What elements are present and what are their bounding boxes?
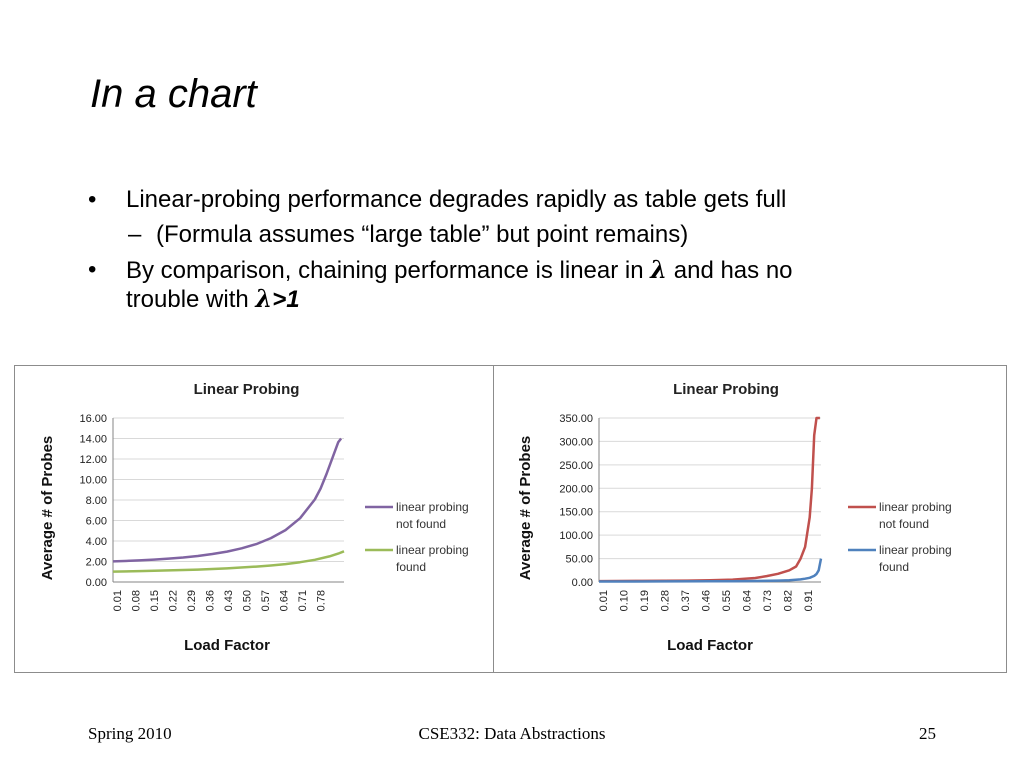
series-line [112, 437, 343, 563]
bullet-item: • By comparison, chaining performance is… [88, 254, 968, 316]
y-tick-label: 300.00 [559, 436, 593, 448]
x-tick-label: 0.71 [297, 590, 309, 611]
x-tick-label: 0.37 [680, 590, 692, 611]
bullet-text-tail: >1 [272, 286, 300, 314]
bullet-text-line2: trouble with [126, 286, 256, 314]
chart-right-svg: Linear Probing 0.00 50.00 100.00 150.00 200.0… [517, 381, 952, 654]
x-tick-label: 0.73 [762, 590, 774, 611]
chart-title: Linear Probing [194, 381, 300, 398]
x-tick-label: 0.91 [803, 590, 815, 611]
y-tick-label: 250.00 [559, 460, 593, 472]
y-tick-label: 16.00 [79, 413, 107, 425]
x-tick-label: 0.50 [242, 590, 254, 611]
bullet-list: • Linear-probing performance degrades ra… [88, 186, 968, 321]
chart-right: Linear Probing 0.00 50.00 100.00 150.00 200.0… [493, 365, 1007, 673]
chart-title: Linear Probing [673, 381, 779, 398]
bullet-text-mid: and has no [667, 256, 793, 284]
y-tick-label: 200.00 [559, 483, 593, 495]
x-tick-label: 0.82 [783, 590, 795, 611]
legend-label-line: found [879, 560, 909, 574]
legend-label-line: linear probing [396, 500, 469, 514]
y-tick-label: 350.00 [559, 413, 593, 425]
y-tick-label: 4.00 [86, 536, 107, 548]
y-tick-label: 50.00 [565, 554, 593, 566]
y-tick-label: 0.00 [86, 577, 107, 589]
x-tick-label: 0.15 [149, 590, 161, 611]
bullet-item: • Linear-probing performance degrades ra… [88, 186, 968, 215]
x-tick-label: 0.29 [186, 590, 198, 611]
legend-label: linear probing found [879, 543, 952, 574]
x-tick-label: 0.22 [168, 590, 180, 611]
x-tick-label: 0.43 [223, 590, 235, 611]
footer-page-number: 25 [919, 724, 936, 743]
x-tick-label: 0.28 [660, 590, 672, 611]
x-tick-label: 0.10 [619, 590, 631, 611]
sub-bullet-item: – (Formula assumes “large table” but poi… [88, 221, 968, 250]
legend-label-line: not found [879, 517, 929, 531]
series-line [598, 416, 820, 583]
x-tick-label: 0.55 [721, 590, 733, 611]
series-line [112, 550, 345, 573]
series-line [598, 558, 823, 583]
x-axis-label: Load Factor [184, 637, 270, 654]
y-axis-label: Average # of Probes [517, 436, 534, 581]
legend-label-line: linear probing [879, 500, 952, 514]
x-tick-label: 0.19 [639, 590, 651, 611]
bullet-text-pre: By comparison, chaining performance is l… [126, 256, 651, 284]
x-tick-label: 0.64 [742, 590, 754, 611]
y-tick-label: 100.00 [559, 530, 593, 542]
y-tick-label: 10.00 [79, 475, 107, 487]
x-tick-label: 0.01 [598, 590, 610, 611]
slide-title: In a chart [90, 72, 257, 116]
chart-left-svg: Linear Probing 0.00 2.00 4.00 6.00 8.00 10.00 1… [39, 381, 469, 654]
y-tick-label: 0.00 [572, 577, 593, 589]
bullet-glyph: • [88, 186, 97, 213]
legend-label: linear probing found [396, 543, 469, 574]
bullet-glyph: • [88, 255, 97, 283]
legend-label-line: found [396, 560, 426, 574]
x-tick-label: 0.36 [205, 590, 217, 611]
legend-label-line: linear probing [396, 543, 469, 557]
x-axis-label: Load Factor [667, 637, 753, 654]
y-tick-label: 14.00 [79, 434, 107, 446]
y-tick-label: 8.00 [86, 495, 107, 507]
x-tick-label: 0.01 [112, 590, 124, 611]
y-tick-label: 12.00 [79, 454, 107, 466]
legend-label-line: linear probing [879, 543, 952, 557]
dash-glyph: – [128, 220, 142, 248]
lambda-symbol: λ [255, 284, 273, 314]
legend-label-line: not found [396, 517, 446, 531]
x-tick-label: 0.57 [260, 590, 272, 611]
legend-label: linear probing not found [879, 500, 952, 531]
y-axis-label: Average # of Probes [39, 436, 56, 581]
lambda-symbol: λ [650, 254, 668, 284]
x-tick-label: 0.08 [131, 590, 143, 611]
x-tick-label: 0.64 [279, 590, 291, 611]
y-tick-label: 6.00 [86, 516, 107, 528]
footer-course: CSE332: Data Abstractions [418, 724, 606, 743]
footer-date: Spring 2010 [88, 724, 172, 743]
sub-bullet-text: (Formula assumes “large table” but point… [156, 220, 689, 248]
x-tick-label: 0.78 [316, 590, 328, 611]
y-tick-label: 2.00 [86, 557, 107, 569]
bullet-text: Linear-probing performance degrades rapi… [126, 186, 787, 213]
x-tick-label: 0.46 [701, 590, 713, 611]
legend-label: linear probing not found [396, 500, 469, 531]
chart-left: Linear Probing 0.00 2.00 4.00 6.00 8.00 10.00 1… [14, 365, 528, 673]
y-tick-label: 150.00 [559, 507, 593, 519]
